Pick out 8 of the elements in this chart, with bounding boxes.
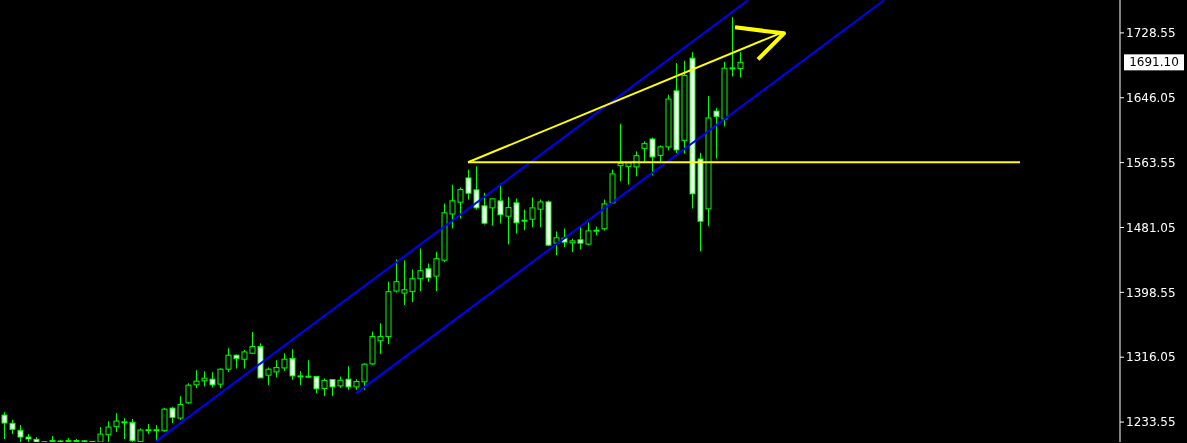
text: 1691.10 xyxy=(1129,55,1179,70)
y-tick-label: 1233.55 xyxy=(1126,415,1176,430)
y-tick-label: 1481.05 xyxy=(1126,220,1176,235)
y-tick-label: 1646.05 xyxy=(1126,91,1176,106)
y-tick-label: 1316.05 xyxy=(1126,350,1176,365)
y-tick-label: 1728.55 xyxy=(1126,26,1176,41)
y-tick-label: 1563.55 xyxy=(1126,155,1176,170)
y-tick-label: 1398.55 xyxy=(1126,285,1176,300)
